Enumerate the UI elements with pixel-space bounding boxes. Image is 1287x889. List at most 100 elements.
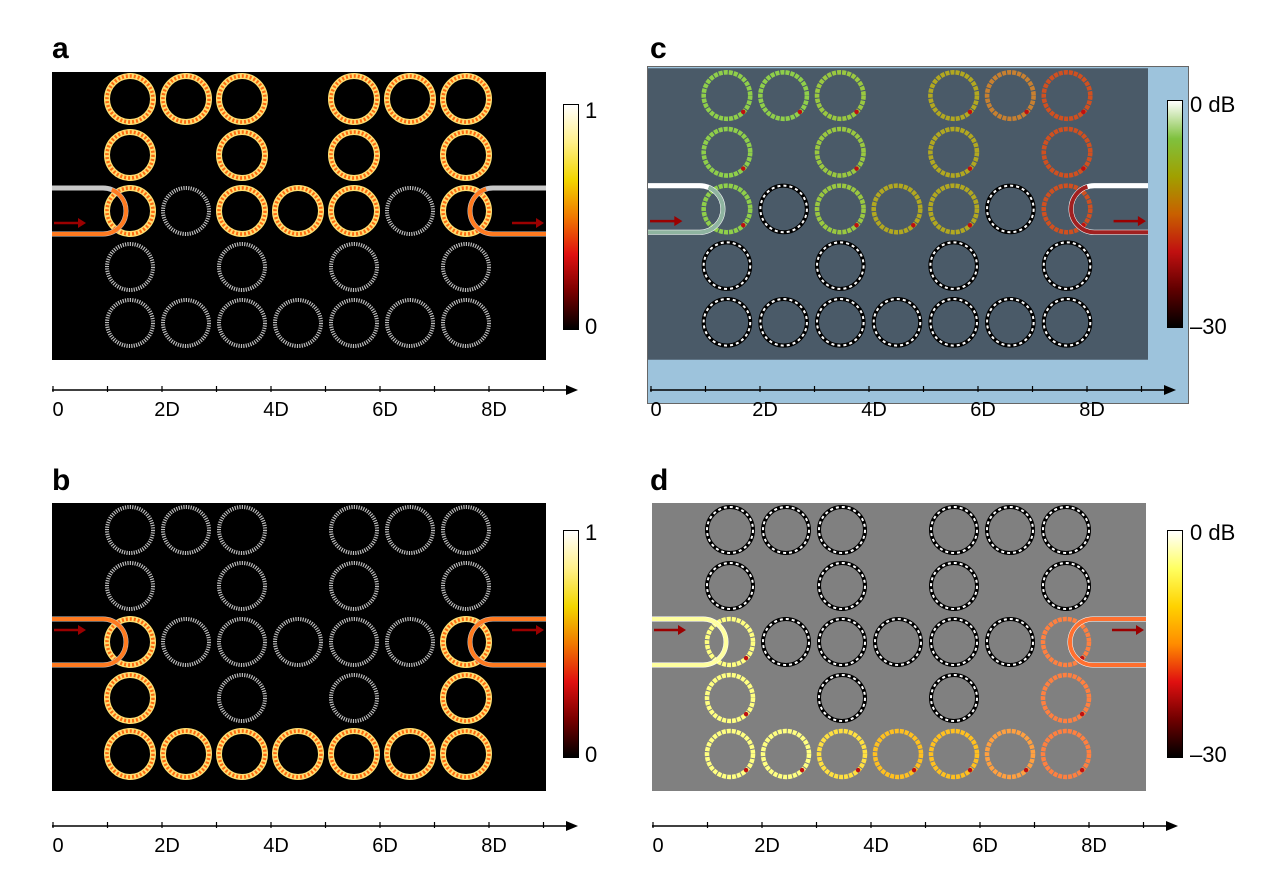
panel-letter-d: d bbox=[650, 464, 669, 497]
ring-1,4 bbox=[329, 561, 379, 611]
axis-tick-label: 4D bbox=[263, 399, 289, 421]
ring-2,2 bbox=[216, 185, 268, 237]
axis-tick-label: 4D bbox=[861, 399, 887, 421]
distance-axis-b: 0 2D 4D 6D 8D bbox=[50, 818, 580, 858]
ring-2,1 bbox=[758, 183, 809, 235]
ring-2,3 bbox=[272, 185, 324, 237]
ring-0,2 bbox=[217, 505, 267, 555]
ring-4,4 bbox=[329, 298, 379, 348]
colorbar-c bbox=[1167, 100, 1183, 328]
input-waveguide-field bbox=[648, 183, 725, 235]
ring-4,2 bbox=[217, 298, 267, 348]
output-waveguide-field bbox=[1069, 183, 1148, 235]
ring-2,4 bbox=[329, 617, 379, 667]
ring-3,4 bbox=[928, 240, 979, 291]
axis-tick-label: 0 bbox=[650, 399, 662, 421]
ring-1,0 bbox=[701, 126, 753, 178]
ring-4,5 bbox=[384, 728, 436, 780]
ring-4,5 bbox=[984, 728, 1036, 780]
output-arrow-icon bbox=[512, 218, 544, 228]
colorbar-bottom-label-c: –30 bbox=[1190, 314, 1227, 339]
ring-2,3 bbox=[871, 183, 923, 235]
lattice-svg-a bbox=[52, 72, 546, 360]
ring-3,6 bbox=[1041, 240, 1093, 291]
axis-tick-label: 6D bbox=[970, 399, 996, 421]
colorbar-top-label-d: 0 dB bbox=[1190, 520, 1236, 545]
ring-1,4 bbox=[328, 129, 380, 181]
lattice-plot-b bbox=[52, 503, 546, 791]
distance-axis-d: 0 2D 4D 6D 8D bbox=[650, 818, 1180, 858]
ring-0,6 bbox=[1041, 70, 1093, 122]
input-waveguide-field bbox=[652, 617, 728, 667]
ring-4,1 bbox=[161, 298, 211, 348]
lattice-plot-c bbox=[647, 66, 1189, 404]
ring-4,2 bbox=[815, 296, 866, 348]
ring-0,4 bbox=[928, 70, 980, 122]
axis-tick-label: 4D bbox=[263, 835, 289, 857]
ring-2,0 bbox=[104, 185, 156, 237]
ring-3,0 bbox=[704, 672, 756, 724]
colorbar-d bbox=[1167, 530, 1183, 758]
lattice-plot-d bbox=[652, 503, 1146, 791]
ring-2,4 bbox=[929, 617, 979, 667]
ring-4,5 bbox=[385, 298, 435, 348]
ring-4,0 bbox=[704, 728, 756, 780]
colorbar-a bbox=[563, 104, 579, 330]
colorbar-top-label-b: 1 bbox=[585, 520, 598, 545]
colorbar-top-label-a: 1 bbox=[585, 98, 598, 123]
input-arrow-icon bbox=[54, 218, 86, 228]
ring-1,6 bbox=[1041, 126, 1093, 178]
output-arrow-icon bbox=[1112, 625, 1144, 635]
ring-4,4 bbox=[328, 728, 380, 780]
lattice-svg-c bbox=[648, 68, 1148, 360]
ring-0,4 bbox=[328, 73, 380, 125]
ring-4,3 bbox=[273, 298, 323, 348]
ring-4,6 bbox=[1040, 728, 1092, 780]
ring-2,5 bbox=[985, 183, 1036, 235]
axis-tick-label: 0 bbox=[652, 835, 664, 857]
ring-0,5 bbox=[985, 505, 1035, 555]
axis-tick-label: 8D bbox=[481, 399, 507, 421]
colorbar-bottom-label-d: –30 bbox=[1190, 742, 1227, 767]
ring-3,4 bbox=[929, 673, 979, 723]
colorbar-bottom-label-b: 0 bbox=[585, 742, 598, 767]
ring-3,6 bbox=[440, 672, 492, 724]
colorbar-b bbox=[563, 530, 579, 758]
input-waveguide-field bbox=[52, 617, 128, 667]
output-arrow-icon bbox=[512, 625, 544, 635]
output-arrow-icon bbox=[1113, 216, 1146, 227]
ring-4,1 bbox=[758, 296, 809, 348]
ring-2,3 bbox=[273, 617, 323, 667]
ring-1,2 bbox=[216, 129, 268, 181]
colorbar-bottom-label-a: 0 bbox=[585, 314, 598, 339]
distance-axis-a: 0 2D 4D 6D 8D bbox=[50, 382, 580, 422]
ring-1,0 bbox=[105, 561, 155, 611]
output-waveguide-field bbox=[468, 186, 546, 236]
ring-1,0 bbox=[705, 561, 755, 611]
input-waveguide-field bbox=[52, 186, 128, 236]
ring-3,0 bbox=[105, 242, 155, 292]
axis-tick-label: 8D bbox=[1081, 835, 1107, 857]
ring-3,2 bbox=[817, 673, 867, 723]
ring-0,6 bbox=[441, 505, 491, 555]
ring-4,4 bbox=[928, 296, 979, 348]
ring-4,6 bbox=[441, 298, 491, 348]
axis-tick-label: 2D bbox=[754, 835, 780, 857]
ring-2,1 bbox=[761, 617, 811, 667]
ring-3,4 bbox=[329, 673, 379, 723]
axis-line bbox=[652, 821, 1178, 831]
axis-tick-label: 6D bbox=[372, 399, 398, 421]
ring-1,2 bbox=[217, 561, 267, 611]
ring-0,5 bbox=[385, 505, 435, 555]
ring-2,6 bbox=[440, 185, 492, 237]
lattice-plot-a bbox=[52, 72, 546, 360]
ring-2,5 bbox=[385, 186, 435, 236]
ring-3,2 bbox=[217, 242, 267, 292]
ring-2,3 bbox=[873, 617, 923, 667]
ring-0,6 bbox=[1041, 505, 1091, 555]
ring-0,2 bbox=[817, 505, 867, 555]
distance-axis-c: 0 2D 4D 6D 8D bbox=[648, 382, 1178, 422]
axis-tick-label: 4D bbox=[863, 835, 889, 857]
ring-0,4 bbox=[329, 505, 379, 555]
axis-tick-label: 8D bbox=[481, 835, 507, 857]
